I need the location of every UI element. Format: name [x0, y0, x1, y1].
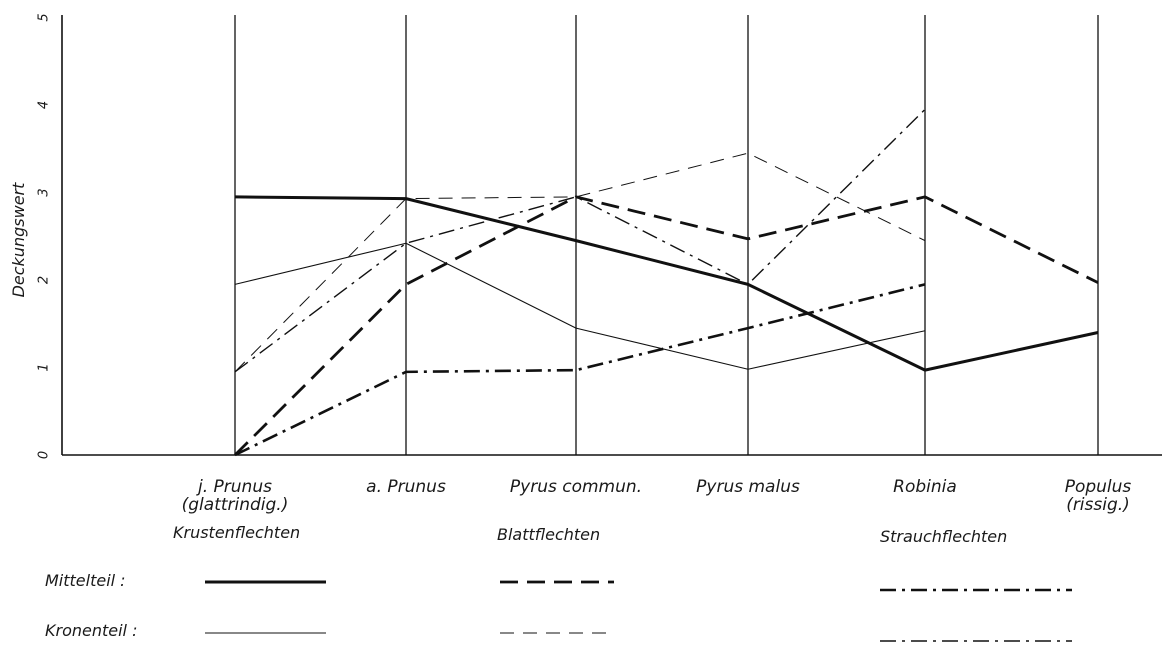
y-tick-label: 5	[37, 13, 52, 21]
y-tick-label: 3	[37, 188, 52, 196]
series-group	[234, 108, 1099, 457]
legend-row-kronenteil: Kronenteil :	[45, 621, 137, 640]
y-tick-label: 2	[37, 276, 52, 284]
legend-group-shrub: Strauchflechten	[880, 527, 1007, 546]
series-line-blattflechten-mittelteil	[234, 195, 1099, 456]
legend-group-crust: Krustenflechten	[173, 523, 300, 542]
y-tick-label: 4	[37, 101, 52, 109]
category-label: a. Prunus	[366, 477, 446, 497]
legend-row-mittelteil: Mittelteil :	[45, 571, 126, 590]
category-label: Pyrus commun.	[510, 477, 642, 497]
y-ticks: 0 1 2 3 4 5	[37, 13, 52, 459]
y-axis-title: Deckungswert	[9, 182, 28, 298]
y-tick-label: 0	[37, 451, 52, 459]
category-label: Populus	[1065, 477, 1132, 497]
legend: Krustenflechten Blattflechten Strauchfle…	[45, 523, 1072, 642]
category-label: (rissig.)	[1066, 495, 1130, 515]
y-tick-label: 1	[37, 363, 52, 371]
category-label: j. Prunus	[196, 477, 272, 497]
series-line-strauchflechten-mittelteil	[234, 283, 926, 457]
legend-group-leaf: Blattflechten	[497, 525, 600, 544]
legend-swatches	[205, 580, 1072, 642]
series-line-krustenflechten-mittelteil	[234, 195, 1099, 372]
series-line-strauchflechten-kronenteil	[234, 108, 926, 373]
category-label: Robinia	[893, 477, 957, 497]
category-gridlines	[234, 15, 1099, 455]
category-label: Pyrus malus	[696, 477, 800, 497]
series-line-blattflechten-kronenteil	[234, 152, 926, 373]
category-labels: j. Prunus(glattrindig.) a. Prunus Pyrus co…	[182, 477, 1132, 515]
category-label: (glattrindig.)	[182, 495, 289, 515]
